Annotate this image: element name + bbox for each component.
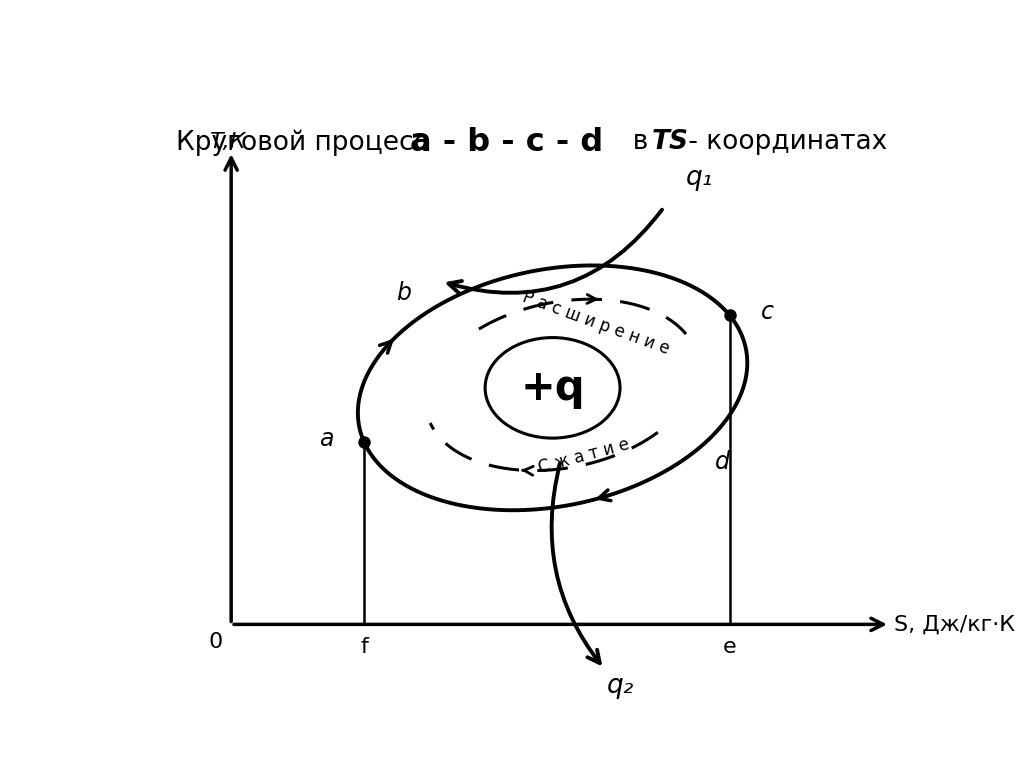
- Text: Т,К: Т,К: [209, 132, 246, 152]
- Text: b: b: [396, 281, 411, 306]
- Text: f: f: [360, 637, 368, 657]
- Text: e: e: [723, 637, 736, 657]
- Text: q₂: q₂: [606, 674, 634, 700]
- Text: q₁: q₁: [686, 165, 713, 191]
- Text: в: в: [616, 130, 656, 155]
- Text: a - b - c - d: a - b - c - d: [410, 127, 603, 158]
- Text: С ж а т и е: С ж а т и е: [537, 435, 632, 477]
- Text: Круговой процесс: Круговой процесс: [176, 129, 444, 156]
- Text: c: c: [761, 300, 774, 324]
- Text: Р а с ш и р е н и е: Р а с ш и р е н и е: [520, 288, 672, 358]
- Text: +q: +q: [520, 367, 585, 409]
- Text: a: a: [318, 427, 334, 452]
- Text: 0: 0: [208, 632, 222, 652]
- Text: S, Дж/кг·К: S, Дж/кг·К: [894, 614, 1015, 634]
- Text: d: d: [715, 449, 730, 474]
- Text: TS: TS: [652, 130, 689, 155]
- Text: - координатах: - координатах: [680, 130, 887, 155]
